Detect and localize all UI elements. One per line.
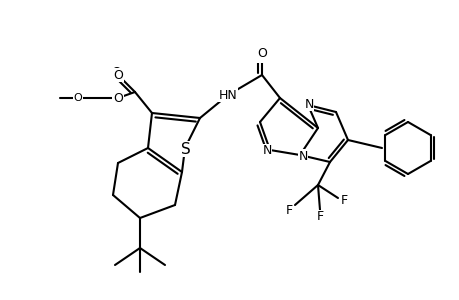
- Text: N: N: [304, 98, 313, 110]
- Text: O: O: [113, 92, 123, 104]
- Text: F: F: [340, 194, 347, 208]
- Text: F: F: [285, 203, 292, 217]
- Text: O: O: [257, 50, 266, 62]
- Text: O: O: [113, 68, 123, 82]
- Text: N: N: [298, 149, 307, 163]
- Text: HN: HN: [218, 88, 237, 101]
- Text: O: O: [257, 46, 266, 59]
- Text: O: O: [113, 92, 123, 104]
- Text: O: O: [73, 93, 82, 103]
- Text: F: F: [316, 211, 323, 224]
- Text: N: N: [262, 145, 271, 158]
- Text: HN: HN: [218, 88, 237, 101]
- Text: O: O: [111, 65, 121, 79]
- Text: S: S: [181, 142, 190, 157]
